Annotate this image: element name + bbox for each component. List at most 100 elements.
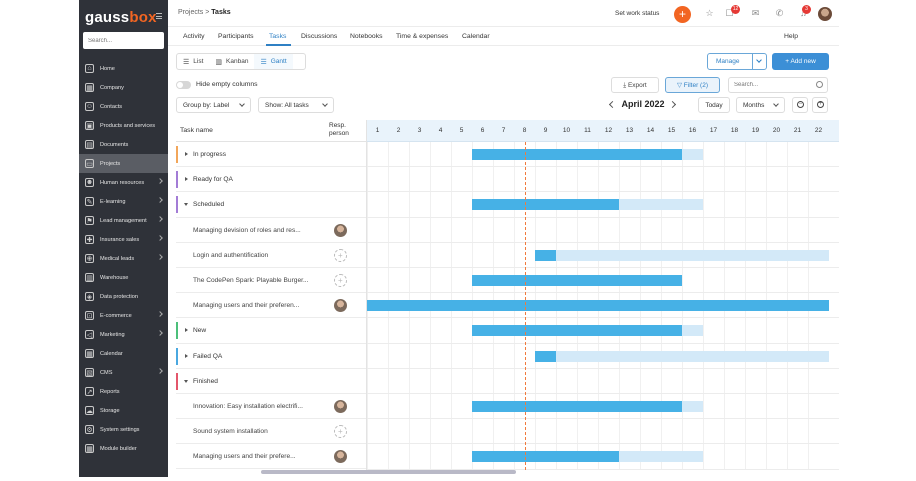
task-row[interactable]: Managing devision of roles and res... [176, 218, 366, 243]
chevron-right-icon[interactable] [157, 197, 163, 203]
tab-calendar[interactable]: Calendar [462, 33, 490, 40]
caret-right-icon[interactable] [185, 152, 188, 156]
responsible-avatar[interactable] [334, 399, 347, 413]
help-link[interactable]: Help [784, 33, 798, 40]
export-button[interactable]: ⤓ Export [611, 77, 659, 93]
add-new-button[interactable]: + Add new [772, 53, 829, 70]
sidebar-item-module-builder[interactable]: ▦ Module builder [79, 439, 168, 458]
menu-collapse-icon[interactable] [156, 13, 162, 19]
task-group-row[interactable]: Ready for QA [176, 167, 366, 193]
chevron-right-icon[interactable] [157, 368, 163, 374]
gantt-bar[interactable] [472, 401, 682, 412]
sidebar-item-data-protection[interactable]: ◈ Data protection [79, 287, 168, 306]
task-name[interactable]: Innovation: Easy installation electrifi.… [193, 402, 303, 410]
responsible-avatar[interactable] [334, 299, 347, 313]
task-row[interactable]: Sound system installation [176, 419, 366, 445]
sidebar-item-warehouse[interactable]: ▥ Warehouse [79, 268, 168, 287]
show-tasks-dropdown[interactable]: Show: All tasks [258, 97, 334, 113]
task-row[interactable]: The CodePen Spark: Playable Burger... [176, 268, 366, 294]
chevron-down-icon[interactable] [756, 57, 762, 63]
task-row[interactable]: Login and authentification [176, 243, 366, 268]
chevron-right-icon[interactable] [157, 311, 163, 317]
assign-person-icon[interactable] [334, 425, 347, 439]
gantt-bar[interactable] [472, 325, 682, 337]
task-row[interactable]: Managing users and their prefere... [176, 444, 366, 470]
task-name[interactable]: Managing users and their prefere... [193, 453, 296, 461]
zoom-out-button[interactable]: − [792, 97, 808, 113]
column-resp-person[interactable]: Resp. person [329, 122, 349, 137]
gantt-bar[interactable] [472, 275, 682, 286]
view-list-button[interactable]: ☰ List [183, 58, 204, 66]
sidebar-item-e-learning[interactable]: ✎ E-learning [79, 192, 168, 211]
gantt-bar[interactable] [535, 249, 556, 261]
gantt-bar[interactable] [535, 350, 556, 362]
horizontal-scrollbar[interactable] [261, 470, 516, 474]
task-row[interactable]: Innovation: Easy installation electrifi.… [176, 394, 366, 420]
task-group-row[interactable]: New [176, 318, 366, 344]
sidebar-item-medical-leads[interactable]: ✙ Medical leads [79, 249, 168, 268]
task-group-row[interactable]: Finished [176, 369, 366, 394]
user-avatar[interactable] [818, 7, 832, 21]
sidebar-item-company[interactable]: ▦ Company [79, 78, 168, 97]
assign-person-icon[interactable] [334, 248, 347, 262]
chevron-right-icon[interactable] [157, 254, 163, 260]
task-group-row[interactable]: Scheduled [176, 192, 366, 218]
sidebar-search-input[interactable] [83, 32, 164, 49]
task-name[interactable]: Login and authentification [193, 251, 269, 259]
tab-time-expenses[interactable]: Time & expenses [396, 33, 449, 40]
chevron-right-icon[interactable] [157, 330, 163, 336]
today-button[interactable]: Today [698, 97, 730, 113]
task-search-input[interactable] [728, 77, 828, 93]
task-name[interactable]: The CodePen Spark: Playable Burger... [193, 276, 309, 284]
zoom-in-button[interactable]: + [812, 97, 828, 113]
brand-logo[interactable]: gaussbox [85, 9, 157, 26]
breadcrumb-projects[interactable]: Projects [178, 9, 204, 16]
sidebar-item-lead-management[interactable]: ⚑ Lead management [79, 211, 168, 230]
view-kanban-button[interactable]: ▥ Kanban [215, 58, 249, 66]
task-name[interactable]: Managing users and their preferen... [193, 302, 300, 310]
sidebar-item-cms[interactable]: ▧ CMS [79, 363, 168, 382]
chevron-right-icon[interactable] [157, 235, 163, 241]
caret-down-icon[interactable] [184, 379, 188, 383]
chevron-right-icon[interactable] [157, 178, 163, 184]
responsible-avatar[interactable] [334, 223, 347, 237]
tab-participants[interactable]: Participants [218, 33, 254, 40]
sidebar-item-documents[interactable]: ▤ Documents [79, 135, 168, 154]
tab-tasks[interactable]: Tasks [269, 33, 287, 40]
gantt-bar[interactable] [472, 451, 619, 463]
caret-right-icon[interactable] [185, 177, 188, 182]
scale-dropdown[interactable]: Months [736, 97, 785, 113]
chevron-right-icon[interactable] [157, 216, 163, 222]
mail-icon[interactable]: ✉ [751, 8, 760, 18]
sidebar-item-reports[interactable]: ↗ Reports [79, 382, 168, 401]
column-task-name[interactable]: Task name [180, 127, 213, 134]
group-by-dropdown[interactable]: Group by: Label [176, 97, 251, 113]
sidebar-item-e-commerce[interactable]: ⊡ E-commerce [79, 306, 168, 325]
task-group-row[interactable]: Failed QA [176, 344, 366, 369]
set-work-status-button[interactable]: Set work status [615, 10, 660, 17]
tab-notebooks[interactable]: Notebooks [350, 33, 383, 40]
task-group-row[interactable]: In progress [176, 142, 366, 168]
gantt-bar[interactable] [472, 199, 619, 211]
sidebar-item-marketing[interactable]: ◁ Marketing [79, 325, 168, 344]
star-icon[interactable]: ☆ [705, 8, 714, 18]
sidebar-item-products-and-services[interactable]: ▣ Products and services [79, 116, 168, 135]
filter-button[interactable]: ▽ Filter (2) [665, 77, 720, 93]
sidebar-item-calendar[interactable]: ▦ Calendar [79, 344, 168, 363]
view-gantt-button[interactable]: ☰ Gantt [254, 54, 293, 69]
task-name[interactable]: Managing devision of roles and res... [193, 226, 301, 234]
gantt-bar-track[interactable] [535, 350, 829, 362]
task-name[interactable]: Sound system installation [193, 428, 268, 436]
sidebar-item-system-settings[interactable]: ⚙ System settings [79, 420, 168, 439]
caret-right-icon[interactable] [185, 353, 188, 358]
task-row[interactable]: Managing users and their preferen... [176, 293, 366, 319]
tab-discussions[interactable]: Discussions [301, 33, 338, 40]
sidebar-item-storage[interactable]: ☁ Storage [79, 401, 168, 420]
quick-add-button[interactable]: + [674, 6, 691, 23]
sidebar-item-human-resources[interactable]: ☻ Human resources [79, 173, 168, 192]
gantt-bar[interactable] [367, 300, 829, 312]
phone-icon[interactable]: ✆ [775, 8, 784, 18]
sidebar-item-projects[interactable]: ▭ Projects [79, 154, 168, 173]
gantt-bar-track[interactable] [535, 249, 829, 261]
notifications-icon[interactable]: ☐ [725, 8, 734, 18]
